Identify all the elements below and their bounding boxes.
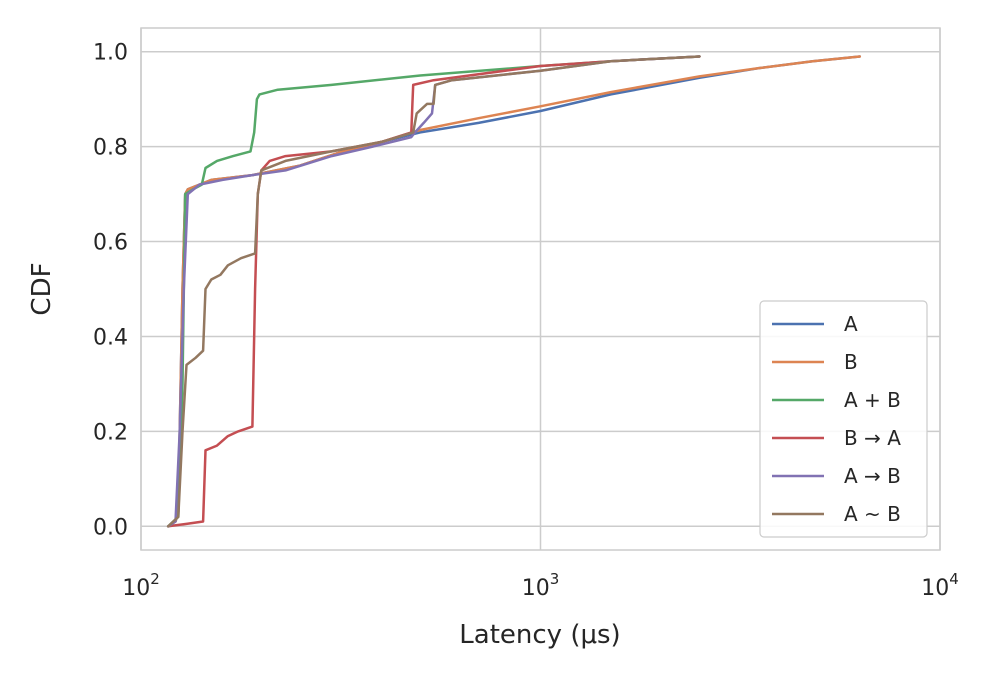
x-tick-label: 104 [921, 570, 959, 601]
series-lines [166, 55, 862, 528]
x-tick-exponent: 2 [150, 570, 160, 588]
x-tick-base: 10 [921, 576, 949, 601]
x-tick-base: 10 [522, 576, 550, 601]
x-tick-exponent: 3 [550, 570, 560, 588]
legend: AB A + B B → A A → B A ~ B [759, 300, 928, 538]
legend-label: A + B [844, 388, 901, 412]
x-tick-exponent: 4 [949, 570, 959, 588]
y-tick-label: 0.6 [93, 231, 128, 256]
y-tick-label: 0.0 [93, 515, 128, 540]
legend-label: A [844, 312, 858, 336]
legend-label: A ~ B [844, 502, 901, 526]
x-tick-label: 103 [522, 570, 560, 601]
x-tick-labels: 102 103 104 [122, 570, 959, 601]
legend-label: B → A [844, 426, 901, 450]
legend-label: B [844, 350, 858, 374]
x-tick-base: 10 [122, 576, 150, 601]
series-line [166, 55, 701, 528]
y-tick-label: 0.8 [93, 136, 128, 161]
y-tick-label: 0.2 [93, 420, 128, 445]
y-tick-labels: 0.0 0.2 0.4 0.6 0.8 1.0 [93, 41, 128, 541]
series-line [166, 55, 701, 528]
legend-label: A → B [844, 464, 901, 488]
y-tick-label: 0.4 [93, 325, 128, 350]
y-axis-label: CDF [27, 262, 57, 315]
x-axis-label: Latency (μs) [459, 620, 620, 650]
plot-frame [140, 27, 941, 551]
legend-box [759, 300, 928, 538]
x-tick-label: 102 [122, 570, 160, 601]
series-line [166, 55, 701, 528]
y-tick-label: 1.0 [93, 41, 128, 66]
